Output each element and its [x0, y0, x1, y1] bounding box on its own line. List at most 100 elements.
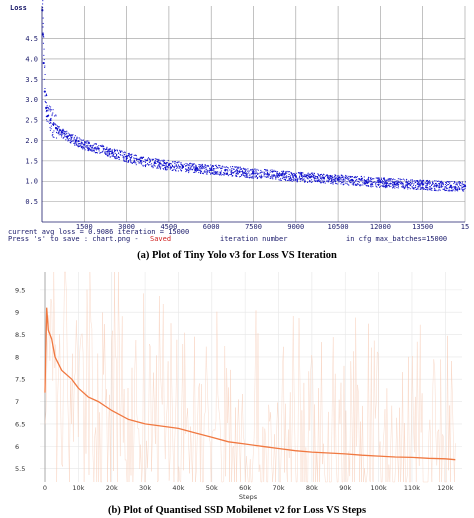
chart-a-noise-point	[54, 123, 56, 125]
chart-a-noise-point	[119, 149, 121, 151]
chart-a-noise-point	[323, 181, 325, 183]
chart-a-noise-point	[159, 166, 161, 168]
chart-a-noise-point	[307, 173, 309, 175]
chart-a-noise-point	[187, 165, 189, 167]
chart-a-noise-point	[93, 148, 95, 150]
chart-a-noise-point	[242, 168, 244, 170]
chart-a-y-tick-label: 4.5	[25, 35, 38, 43]
chart-a-noise-point	[44, 66, 46, 68]
chart-a-noise-point	[189, 165, 191, 167]
chart-a-noise-point	[303, 174, 305, 176]
chart-a-noise-point	[301, 172, 303, 174]
chart-a-x-tick-label: 9000	[287, 223, 304, 231]
chart-a-noise-point	[246, 176, 248, 178]
chart-a-noise-point	[230, 168, 232, 170]
chart-a-noise-point	[361, 179, 363, 181]
chart-a-noise-point	[174, 161, 176, 163]
chart-a-noise-point	[386, 181, 388, 183]
chart-a-noise-point	[129, 158, 131, 160]
chart-a-noise-point	[405, 182, 407, 184]
chart-a-noise-point	[299, 175, 301, 177]
chart-a-noise-point	[103, 146, 105, 148]
chart-a-noise-point	[340, 180, 342, 182]
chart-a-noise-point	[226, 173, 228, 175]
chart-a-noise-point	[165, 163, 167, 165]
chart-a-noise-point	[221, 166, 223, 168]
chart-a-noise-point	[151, 158, 153, 160]
chart-a-noise-point	[86, 140, 88, 142]
chart-a-noise-point	[458, 181, 460, 183]
chart-a-noise-point	[71, 134, 73, 136]
chart-a-noise-point	[211, 172, 213, 174]
chart-a-noise-point	[178, 167, 180, 169]
chart-a-noise-point	[175, 165, 177, 167]
chart-a-noise-point	[438, 189, 440, 191]
chart-a-noise-point	[433, 186, 435, 188]
chart-a-noise-point	[462, 190, 464, 192]
chart-a-noise-point	[149, 161, 151, 163]
chart-a-noise-point	[312, 174, 314, 176]
chart-a-noise-point	[169, 162, 171, 164]
chart-a-noise-point	[401, 182, 403, 184]
chart-a-noise-point	[348, 175, 350, 177]
chart-a-noise-point	[367, 181, 369, 183]
chart-a-noise-point	[212, 169, 214, 171]
chart-a-noise-point	[418, 183, 420, 185]
chart-a-noise-point	[277, 174, 279, 176]
chart-a-noise-point	[149, 159, 151, 161]
chart-a-noise-point	[166, 162, 168, 164]
chart-a-noise-point	[173, 161, 175, 163]
chart-a-noise-point	[265, 169, 267, 171]
chart-a-noise-point	[421, 182, 423, 184]
chart-a-noise-point	[340, 177, 342, 179]
chart-a-noise-point	[378, 183, 380, 185]
chart-a-noise-point	[438, 186, 440, 188]
chart-a-noise-point	[382, 186, 384, 188]
chart-a-noise-point	[395, 182, 397, 184]
chart-a-noise-point	[183, 165, 185, 167]
chart-a-noise-point	[85, 141, 87, 143]
chart-a-noise-point	[448, 188, 450, 190]
chart-a-noise-point	[398, 184, 400, 186]
chart-a-noise-point	[209, 171, 211, 173]
chart-a-noise-point	[418, 182, 420, 184]
chart-a-noise-point	[411, 186, 413, 188]
chart-a-noise-point	[130, 154, 132, 156]
chart-a-noise-point	[290, 173, 292, 175]
chart-a-noise-point	[167, 167, 169, 169]
chart-a-noise-point	[351, 176, 353, 178]
chart-a-noise-point	[422, 181, 424, 183]
chart-a-noise-point	[125, 161, 127, 163]
chart-a-noise-point	[80, 146, 82, 148]
chart-a-noise-point	[347, 176, 349, 178]
chart-b-y-tick-label: 7.5	[15, 376, 25, 384]
chart-a-noise-point	[339, 180, 341, 182]
chart-a-noise-point	[103, 148, 105, 150]
chart-a-noise-point	[96, 152, 98, 154]
chart-a-noise-point	[341, 174, 343, 176]
chart-a-noise-point	[378, 182, 380, 184]
chart-a-noise-point	[300, 175, 302, 177]
chart-a-noise-point	[146, 159, 148, 161]
chart-a-noise-point	[88, 143, 90, 145]
chart-a-noise-point	[304, 173, 306, 175]
chart-b-y-tick-label: 9	[15, 309, 19, 317]
chart-a-noise-point	[165, 162, 167, 164]
chart-a-noise-point	[246, 173, 248, 175]
chart-a-noise-point	[158, 163, 160, 165]
chart-a-noise-point	[369, 180, 371, 182]
chart-a-footer-saved: Saved	[150, 235, 171, 243]
chart-a-noise-point	[319, 181, 321, 183]
chart-a-noise-point	[82, 145, 84, 147]
chart-a-noise-point	[295, 175, 297, 177]
chart-a-noise-point	[390, 180, 392, 182]
chart-a-noise-point	[108, 154, 110, 156]
chart-a-noise-point	[428, 188, 430, 190]
chart-a-noise-point	[301, 176, 303, 178]
chart-a-noise-point	[385, 184, 387, 186]
chart-a-noise-point	[301, 177, 303, 179]
chart-a-noise-point	[257, 177, 259, 179]
chart-a-noise-point	[49, 122, 51, 124]
chart-a-noise-point	[367, 178, 369, 180]
chart-a-noise-point	[384, 181, 386, 183]
